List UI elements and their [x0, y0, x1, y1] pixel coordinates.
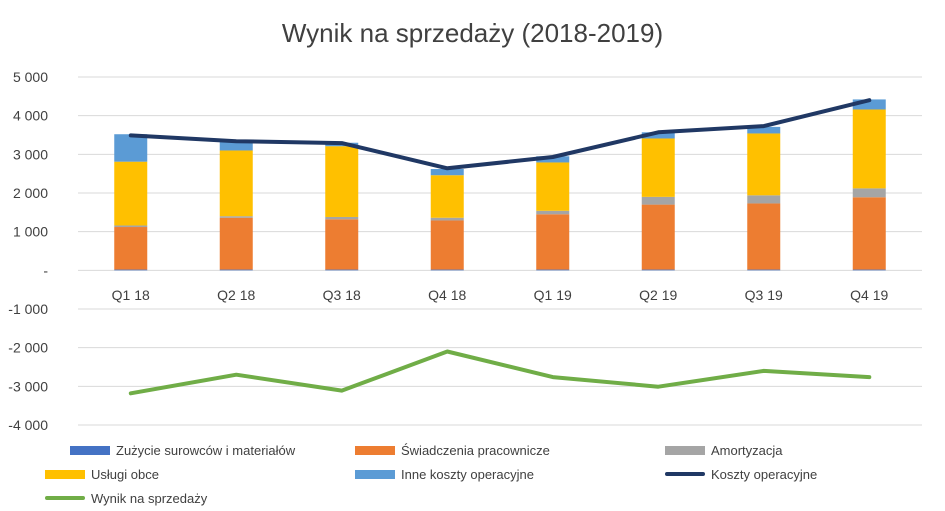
series-line: [128, 98, 872, 171]
legend-swatch: [355, 445, 395, 455]
bar-segment: [747, 133, 781, 196]
y-tick-label: 3 000: [13, 146, 48, 162]
bar-segment: [219, 150, 253, 217]
bar-segment: [852, 197, 886, 270]
bar-segment: [325, 269, 359, 271]
x-tick-label: Q2 19: [639, 287, 677, 303]
bar-segment: [536, 269, 570, 271]
y-tick-label: -3 000: [8, 378, 48, 394]
y-tick-label: 1 000: [13, 224, 48, 240]
legend-swatch: [45, 469, 85, 479]
legend-label: Koszty operacyjne: [711, 466, 818, 482]
y-tick-label: 5 000: [13, 69, 48, 85]
bar-segment: [852, 99, 886, 110]
bar-segment: [852, 109, 886, 189]
bar-segment: [747, 126, 781, 134]
bar-segment: [114, 269, 148, 271]
bar-segment: [747, 269, 781, 271]
legend-item-inne: Inne koszty operacyjne: [355, 464, 534, 484]
y-tick-label: -1 000: [8, 301, 48, 317]
chart-title: Wynik na sprzedaży (2018-2019): [281, 18, 664, 48]
x-tick-label: Q3 19: [745, 287, 783, 303]
legend-label: Amortyzacja: [711, 442, 783, 458]
y-tick-label: 4 000: [13, 108, 48, 124]
y-tick-label: -4 000: [8, 417, 48, 433]
legend-swatch: [45, 496, 85, 500]
bar-segment: [536, 162, 570, 211]
bar-segment: [219, 269, 253, 271]
legend-label: Świadczenia pracownicze: [401, 442, 550, 458]
bar-segment: [114, 134, 148, 162]
bar-segment: [641, 132, 675, 139]
bar-segment: [852, 188, 886, 198]
legend-swatch: [355, 469, 395, 479]
legend-item-zuzycie: Zużycie surowców i materiałów: [70, 440, 295, 460]
chart-plot: 5 000 4 000 3 000 2 000 1 000 - -1 000 -2 000 -3…: [8, 69, 922, 433]
legend-item-uslugi: Usługi obce: [45, 464, 159, 484]
bar-segment: [114, 161, 148, 226]
legend-swatch: [665, 472, 705, 476]
series-line: [128, 349, 872, 396]
x-tick-label: Q4 19: [850, 287, 888, 303]
x-tick-label: Q1 18: [112, 287, 150, 303]
bar-segment: [536, 214, 570, 270]
bar-segment: [430, 169, 464, 176]
bar-segment: [641, 269, 675, 271]
bar-segment: [114, 225, 148, 228]
legend: Zużycie surowców i materiałów Świadczeni…: [0, 440, 945, 511]
bar-segment: [430, 217, 464, 221]
bar-segment: [536, 210, 570, 215]
legend-swatch: [70, 445, 110, 455]
bar-segment: [536, 156, 570, 163]
legend-item-amortyzacja: Amortyzacja: [665, 440, 783, 460]
x-tick-label: Q1 19: [534, 287, 572, 303]
legend-label: Wynik na sprzedaży: [91, 490, 208, 506]
bar-segment: [325, 146, 359, 217]
legend-item-wynik: Wynik na sprzedaży: [45, 488, 207, 508]
bar-segment: [114, 227, 148, 270]
bar-segment: [747, 195, 781, 204]
bar-segment: [430, 175, 464, 218]
bar-segment: [219, 216, 253, 218]
bar-segment: [852, 269, 886, 271]
bar-segment: [641, 204, 675, 270]
y-tick-label: -: [43, 262, 48, 278]
bar-segment: [641, 138, 675, 197]
y-tick-label: -2 000: [8, 340, 48, 356]
bar-segment: [219, 217, 253, 270]
legend-item-swiadczenia: Świadczenia pracownicze: [355, 440, 550, 460]
legend-label: Usługi obce: [91, 466, 159, 482]
bar-segment: [641, 196, 675, 205]
bar-segment: [430, 269, 464, 271]
legend-label: Zużycie surowców i materiałów: [116, 442, 296, 458]
bar-segment: [430, 220, 464, 270]
x-tick-label: Q3 18: [323, 287, 361, 303]
bar-segment: [219, 140, 253, 151]
x-tick-label: Q4 18: [428, 287, 466, 303]
bar-segment: [325, 219, 359, 270]
legend-item-koszty: Koszty operacyjne: [665, 464, 817, 484]
bar-segment: [325, 216, 359, 220]
x-tick-label: Q2 18: [217, 287, 255, 303]
y-tick-label: 2 000: [13, 185, 48, 201]
legend-swatch: [665, 445, 705, 455]
bar-segment: [747, 203, 781, 270]
legend-label: Inne koszty operacyjne: [401, 466, 534, 482]
